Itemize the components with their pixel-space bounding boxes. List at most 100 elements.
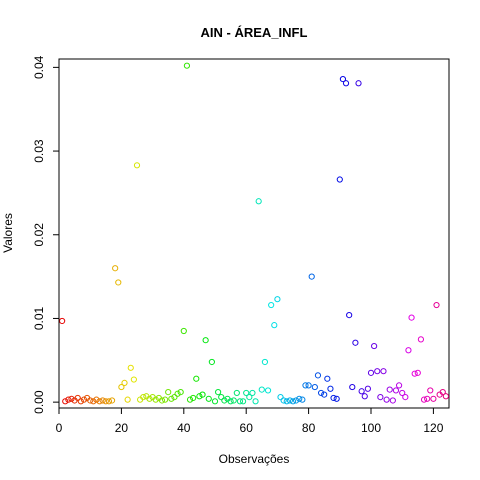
- y-axis: 0.00 0.01 0.02 0.03 0.04: [32, 55, 60, 414]
- data-point: [414, 369, 421, 376]
- data-point: [218, 394, 225, 401]
- data-point: [430, 395, 437, 402]
- data-point: [349, 383, 356, 391]
- data-point: [243, 389, 250, 397]
- data-point: [161, 396, 169, 403]
- data-point: [236, 398, 244, 405]
- y-tick-label: 0.03: [32, 139, 46, 163]
- data-point: [255, 198, 262, 205]
- data-point: [68, 395, 75, 402]
- x-tick-label: 60: [240, 421, 254, 435]
- data-point: [174, 390, 181, 397]
- data-point: [277, 394, 284, 401]
- data-point: [193, 375, 200, 382]
- data-point: [127, 364, 134, 371]
- data-point: [130, 376, 137, 383]
- data-point: [374, 368, 381, 375]
- data-point: [261, 358, 269, 366]
- data-point: [352, 339, 359, 346]
- data-point: [112, 265, 119, 272]
- data-point: [383, 396, 390, 403]
- data-point: [190, 394, 197, 402]
- chart-title: AIN - ÁREA_INFL: [201, 25, 308, 40]
- data-point: [233, 389, 240, 397]
- data-point: [74, 394, 81, 402]
- data-point: [133, 162, 141, 169]
- data-point: [221, 397, 228, 404]
- data-point: [271, 322, 278, 329]
- data-point: [333, 395, 340, 402]
- data-point: [339, 75, 347, 83]
- data-point: [183, 62, 191, 69]
- data-point: [121, 379, 128, 386]
- data-point: [371, 342, 378, 350]
- data-point: [336, 176, 343, 183]
- data-point: [208, 358, 215, 366]
- data-point: [258, 386, 265, 393]
- data-point: [87, 397, 94, 404]
- data-point: [274, 296, 281, 303]
- data-point: [90, 398, 97, 405]
- data-point: [196, 393, 203, 400]
- data-point: [392, 387, 400, 394]
- y-tick-label: 0.02: [32, 223, 46, 247]
- data-point: [317, 389, 325, 397]
- data-point: [205, 395, 212, 402]
- x-axis-label: Observações: [219, 452, 290, 466]
- data-point: [115, 279, 122, 286]
- data-point: [118, 383, 125, 391]
- data-point: [433, 301, 440, 309]
- data-point: [308, 273, 315, 280]
- data-point: [264, 387, 272, 394]
- data-point: [93, 396, 100, 403]
- y-axis-label: Valores: [1, 213, 15, 253]
- data-point: [177, 388, 184, 396]
- data-point: [342, 80, 350, 87]
- x-tick-label: 80: [302, 421, 316, 435]
- data-point: [252, 398, 259, 405]
- data-point: [377, 394, 384, 401]
- data-point: [386, 386, 393, 393]
- data-point: [361, 393, 368, 400]
- data-point: [105, 398, 113, 405]
- data-point: [59, 317, 66, 325]
- data-point: [395, 382, 403, 389]
- data-point: [427, 387, 434, 394]
- data-point: [158, 397, 166, 404]
- x-tick-label: 120: [423, 421, 443, 435]
- data-point: [321, 391, 328, 398]
- data-point: [311, 383, 318, 391]
- data-point: [211, 398, 219, 405]
- data-point: [296, 395, 303, 402]
- data-point: [80, 396, 88, 403]
- data-point: [171, 394, 178, 401]
- data-point: [405, 347, 412, 354]
- data-point: [96, 398, 103, 405]
- x-tick-label: 40: [177, 421, 191, 435]
- plot-area: [58, 58, 450, 409]
- data-point: [165, 388, 172, 396]
- data-point: [268, 301, 275, 309]
- y-tick-label: 0.00: [32, 390, 46, 414]
- data-point: [358, 388, 365, 395]
- data-point: [330, 394, 337, 402]
- data-point: [402, 394, 409, 401]
- data-point: [168, 395, 175, 402]
- data-point: [314, 372, 322, 379]
- x-axis: 0 20 40 60 80 100 120: [56, 407, 444, 435]
- data-point: [146, 395, 153, 402]
- data-point: [289, 398, 297, 405]
- data-point: [246, 394, 253, 401]
- data-point: [305, 382, 312, 389]
- data-point: [389, 397, 396, 404]
- data-point: [327, 385, 334, 392]
- data-point: [180, 327, 187, 335]
- x-tick-label: 0: [56, 421, 63, 435]
- data-point: [408, 314, 415, 321]
- y-tick-label: 0.01: [32, 306, 46, 330]
- data-point: [439, 388, 446, 396]
- data-point: [286, 397, 293, 404]
- data-point: [399, 389, 406, 397]
- data-point: [230, 397, 237, 404]
- data-point: [364, 385, 371, 392]
